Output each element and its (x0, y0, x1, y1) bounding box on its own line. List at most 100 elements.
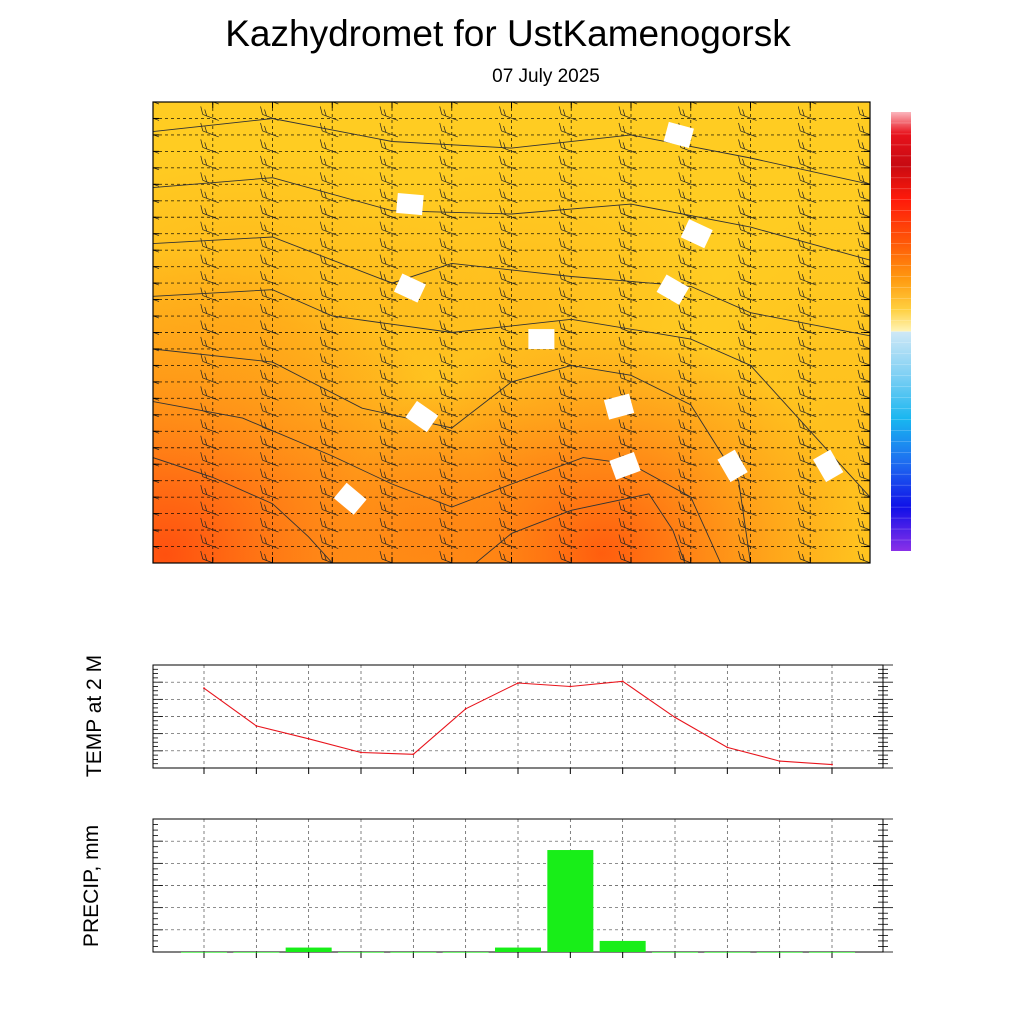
wind-barb (153, 315, 160, 319)
barb-feather (145, 472, 147, 479)
barb-feather (200, 155, 204, 164)
barb-feather (562, 323, 566, 331)
barb-feather (260, 254, 263, 263)
barb-feather (264, 208, 267, 215)
wind-barb (558, 534, 578, 549)
wind-barb (618, 172, 638, 187)
barb-feather (201, 90, 203, 98)
wind-barb (319, 419, 339, 434)
barb-feather (264, 290, 267, 298)
barb-feather (204, 422, 208, 429)
wind-barb (200, 517, 219, 533)
barb-shaft (153, 282, 160, 286)
wind-barb (678, 106, 697, 121)
barb-feather (503, 175, 506, 182)
barb-feather (801, 553, 805, 561)
barb-feather (499, 155, 502, 164)
barb-feather (264, 389, 267, 396)
barb-shaft (262, 212, 279, 220)
barb-feather (861, 142, 865, 149)
barb-shaft (381, 262, 399, 269)
barb-feather (682, 158, 686, 166)
wind-barb (630, 102, 638, 105)
barb-shaft (381, 394, 399, 401)
barb-feather (618, 122, 622, 132)
wind-barb (797, 550, 812, 563)
barb-shaft (322, 443, 339, 451)
barb-feather (618, 303, 622, 313)
barb-feather (738, 320, 741, 329)
barb-shaft (441, 212, 458, 220)
barb-feather (682, 537, 686, 545)
barb-feather (562, 125, 566, 133)
barb-feather (562, 438, 566, 446)
barb-feather (260, 336, 263, 346)
barb-feather (260, 106, 263, 115)
barb-feather (678, 435, 682, 444)
barb-shaft (620, 443, 638, 451)
barb-feather (861, 306, 865, 314)
barb-feather (264, 274, 267, 281)
wind-barb (499, 122, 518, 138)
wind-barb (738, 122, 757, 138)
barb-feather (861, 175, 865, 182)
barb-feather (383, 471, 387, 479)
barb-shaft (859, 443, 870, 448)
temp-point (307, 737, 310, 740)
barb-shaft (501, 525, 518, 533)
barb-feather (738, 172, 741, 181)
wind-barb (857, 221, 870, 234)
barb-shaft (153, 512, 160, 516)
barb-feather (738, 238, 741, 247)
barb-shaft (501, 147, 518, 154)
barb-feather (618, 271, 622, 280)
barb-feather (443, 438, 447, 446)
barb-feather (797, 501, 801, 510)
contour-label (717, 449, 748, 483)
barb-shaft (809, 102, 817, 105)
barb-shaft (501, 262, 518, 269)
barb-shaft (800, 163, 817, 171)
barb-feather (204, 274, 208, 281)
barb-shaft (441, 196, 458, 204)
wind-barb (618, 139, 638, 154)
barb-feather (857, 106, 861, 115)
barb-feather (563, 93, 565, 100)
wind-barb (260, 303, 279, 319)
contour-line (153, 118, 870, 185)
wind-barb (200, 188, 219, 204)
barb-feather (379, 122, 383, 132)
barb-feather (379, 320, 383, 329)
barb-feather (443, 208, 447, 215)
barb-feather (857, 402, 861, 411)
wind-barb (797, 271, 817, 286)
wind-barb (379, 155, 399, 171)
barb-feather (622, 191, 626, 199)
barb-shaft (153, 266, 160, 269)
barb-feather (857, 485, 861, 494)
barb-shaft (859, 311, 870, 317)
barb-feather (558, 369, 562, 378)
barb-shaft (680, 542, 697, 549)
precip-bar (704, 952, 751, 953)
barb-feather (861, 405, 865, 413)
barb-feather (861, 471, 865, 479)
barb-feather (738, 106, 741, 115)
barb-feather (145, 439, 147, 446)
barb-feather (622, 553, 626, 561)
barb-feather (857, 517, 861, 527)
barb-shaft (680, 443, 697, 451)
wind-barb (439, 254, 458, 269)
barb-feather (260, 271, 263, 280)
barb-shaft (381, 196, 399, 204)
wind-barb (857, 254, 870, 267)
barb-feather (443, 471, 447, 479)
barb-feather (503, 125, 506, 133)
temp-point (360, 751, 362, 754)
barb-feather (141, 353, 143, 361)
wind-barb (319, 320, 339, 335)
barb-shaft (620, 114, 638, 121)
barb-shaft (262, 377, 279, 385)
barb-feather (324, 93, 326, 100)
wind-barb (558, 106, 578, 121)
